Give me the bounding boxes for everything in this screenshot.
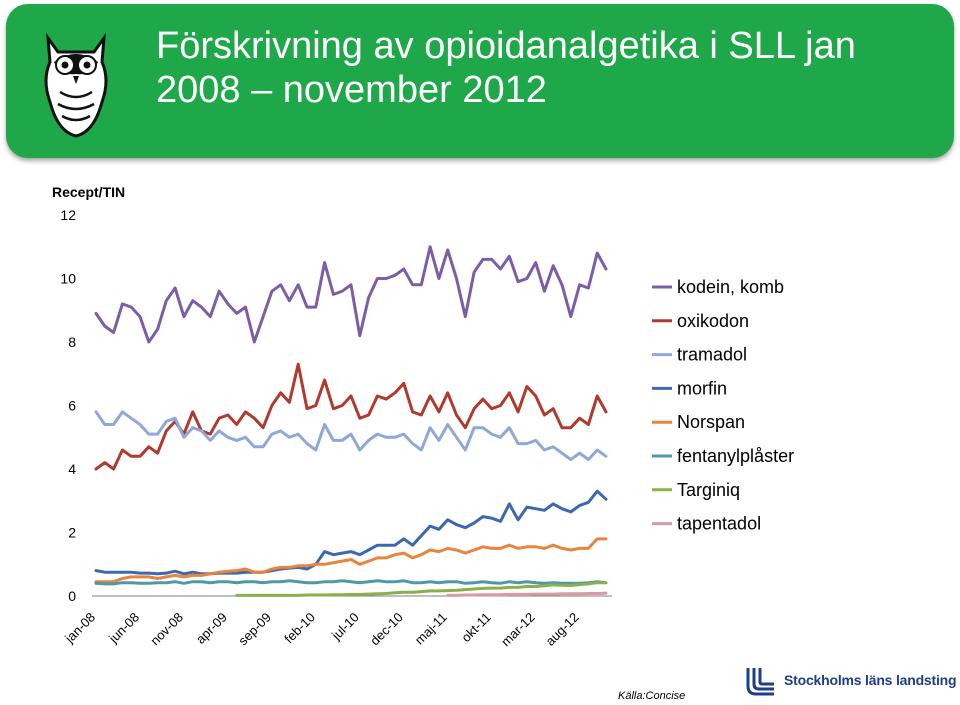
series-line-6 [235, 581, 608, 597]
series-line-7 [446, 591, 608, 597]
legend-entry: morfin [677, 378, 727, 398]
sll-logo-text: Stockholms läns landsting [784, 672, 957, 688]
y-tick-label: 0 [68, 588, 76, 604]
legend-entry: fentanylplåster [677, 446, 794, 466]
series-line-3 [94, 489, 608, 576]
series-line-1 [94, 362, 608, 471]
legend-entry: Norspan [677, 412, 745, 432]
legend-entry: tapentadol [677, 514, 761, 534]
y-tick-label: 4 [68, 461, 76, 477]
x-tick-label: maj-11 [412, 610, 450, 648]
y-tick-label: 2 [68, 525, 76, 541]
x-tick-label: jun-08 [105, 610, 142, 647]
series-line-2 [94, 410, 608, 461]
sll-logo-mark-icon [746, 668, 774, 696]
slide-title-line1: Förskrivning av opioidanalgetika i SLL j… [156, 25, 856, 67]
series-line-4 [94, 537, 608, 584]
line-chart: Recept/TIN 0 2 4 6 8 10 12 jan-08 jun-08 nov-08 apr… [52, 184, 794, 650]
x-tick-label: feb-10 [281, 610, 318, 647]
owl-logo-icon [44, 32, 108, 138]
legend-entry: tramadol [677, 345, 747, 365]
series-line-0 [94, 245, 608, 344]
legend-entry: kodein, komb [677, 277, 784, 297]
sll-logo: Stockholms läns landsting [744, 664, 957, 700]
x-tick-label: sep-09 [235, 610, 274, 649]
x-tick-label: apr-09 [193, 610, 230, 647]
y-tick-label: 6 [68, 398, 76, 414]
x-tick-label: jan-08 [61, 610, 98, 647]
legend-entry: Targiniq [677, 480, 740, 500]
legend-entry: oxikodon [677, 311, 749, 331]
x-tick-label: mar-12 [498, 610, 538, 650]
x-tick-label: nov-08 [147, 610, 186, 649]
y-tick-label: 12 [60, 207, 76, 223]
title-banner: Förskrivning av opioidanalgetika i SLL j… [6, 4, 954, 158]
slide-title-line2: 2008 – november 2012 [156, 69, 547, 111]
slide-title: Förskrivning av opioidanalgetika i SLL j… [156, 24, 946, 112]
y-axis-label: Recept/TIN [52, 184, 125, 200]
x-tick-label: okt-11 [458, 610, 493, 645]
series-line-5 [94, 579, 608, 586]
source-note: Källa:Concise [618, 690, 686, 702]
y-tick-label: 8 [68, 334, 76, 350]
y-tick-label: 10 [60, 271, 76, 287]
x-tick-label: jul-10 [328, 610, 362, 644]
x-tick-label: aug-12 [543, 610, 582, 649]
x-tick-label: dec-10 [367, 610, 406, 649]
